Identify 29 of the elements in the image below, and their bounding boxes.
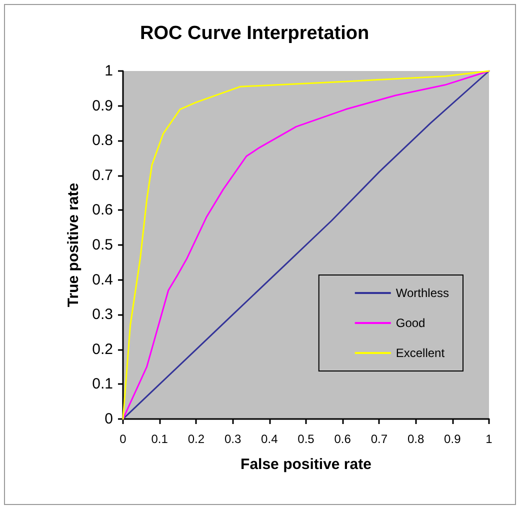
x-tick-label: 0 (120, 432, 127, 446)
y-tick-label: 0.8 (92, 132, 113, 150)
line-series (122, 70, 490, 420)
x-tick-label: 0.6 (334, 432, 352, 446)
legend-label: Excellent (396, 346, 446, 360)
y-tick-label: 0.2 (92, 340, 113, 358)
y-tick-label: 0.1 (92, 376, 113, 393)
y-axis-title: True positive rate (65, 182, 82, 308)
y-tick-label: 0.9 (92, 97, 113, 114)
y-tick-label: 0.3 (92, 306, 113, 324)
x-tick-label: 0.4 (261, 432, 278, 446)
x-tick-label: 0.5 (298, 432, 315, 446)
y-tick-label: 0.7 (92, 166, 113, 184)
x-tick-label: 0.1 (151, 432, 168, 446)
y-tick-label: 0 (104, 410, 113, 428)
x-tick-label: 1 (486, 432, 493, 446)
x-tick-label: 0.7 (370, 432, 388, 446)
legend-label: Worthless (396, 286, 450, 300)
x-tick-label: 0.3 (224, 432, 242, 446)
y-tick-label: 0.6 (92, 202, 113, 219)
chart-title: ROC Curve Interpretation (140, 23, 370, 44)
y-tick-label: 0.4 (92, 271, 113, 288)
x-tick-label: 0.2 (188, 432, 205, 446)
legend-label: Good (396, 316, 426, 330)
y-tick-label: 0.5 (92, 236, 113, 254)
x-tick-label: 0.8 (407, 432, 424, 446)
x-tick-label: 0.9 (444, 432, 462, 446)
x-axis-title: False positive rate (240, 456, 372, 473)
y-tick-label: 1 (104, 62, 113, 80)
